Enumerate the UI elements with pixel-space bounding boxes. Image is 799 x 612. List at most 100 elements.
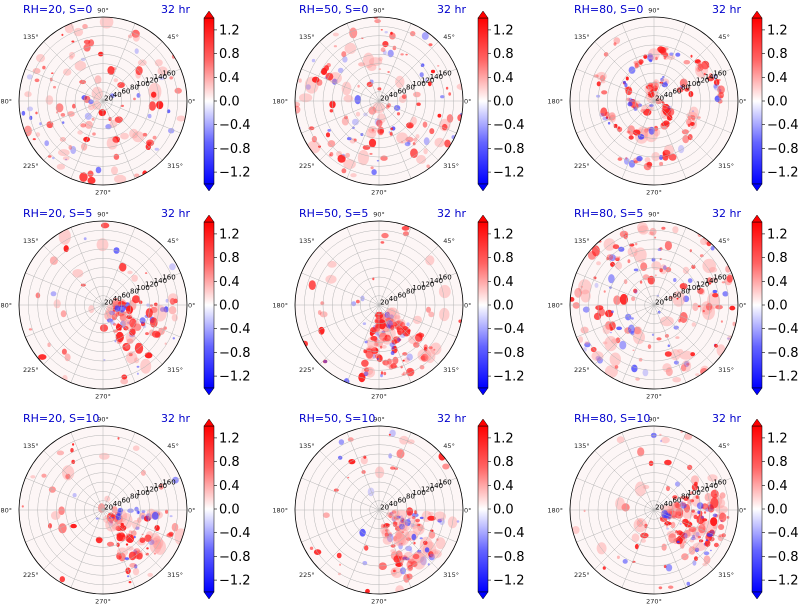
field-cell xyxy=(112,67,117,71)
grid-spoke xyxy=(102,509,181,543)
field-cell xyxy=(390,351,395,355)
grid-spoke xyxy=(102,450,163,511)
angle-tick-label: 45° xyxy=(718,442,730,450)
angle-tick-label: 90° xyxy=(97,211,109,219)
field-cell xyxy=(149,304,153,307)
field-cell xyxy=(672,377,682,383)
field-cell xyxy=(337,572,342,576)
field-cell xyxy=(117,82,125,88)
field-cell xyxy=(152,536,164,550)
grid-spoke xyxy=(378,509,439,570)
colorbar-min-extend xyxy=(751,387,763,396)
field-cell xyxy=(633,101,636,104)
field-cell xyxy=(91,117,95,121)
radial-tick-label: 20 xyxy=(655,94,664,102)
radial-tick-label: 40 xyxy=(664,500,673,508)
field-cell xyxy=(427,81,432,87)
field-cell xyxy=(456,520,460,523)
field-cell xyxy=(646,161,653,168)
colorbar-tick-label: −1.2 xyxy=(493,370,525,385)
field-cell xyxy=(62,121,65,124)
field-cell xyxy=(65,158,68,161)
field-cell xyxy=(663,47,669,51)
field-cell xyxy=(604,336,618,352)
angle-tick-label: 90° xyxy=(648,416,660,424)
angle-tick-label: 135° xyxy=(23,237,39,245)
field-cell xyxy=(372,102,386,114)
field-cell xyxy=(413,91,421,98)
grid-spoke xyxy=(378,68,457,102)
radial-tick-label: 60 xyxy=(121,291,130,299)
field-cell xyxy=(60,113,66,117)
field-cell xyxy=(633,518,647,533)
field-cell xyxy=(604,111,610,117)
field-cell xyxy=(400,542,403,545)
grid-spoke xyxy=(653,68,732,102)
colorbar-tick-label: −0.8 xyxy=(767,550,799,565)
field-cell xyxy=(438,452,446,461)
field-cell xyxy=(615,337,621,344)
field-cell xyxy=(678,145,685,154)
field-cell xyxy=(688,526,697,533)
colorbar-body xyxy=(203,425,215,593)
angle-tick-label: 270° xyxy=(646,598,662,606)
field-cell xyxy=(132,445,140,452)
field-cell xyxy=(424,78,428,82)
field-cell xyxy=(648,82,653,88)
field-cell xyxy=(697,305,702,308)
field-cell xyxy=(124,302,128,305)
field-cell xyxy=(632,129,641,136)
field-cell xyxy=(426,306,431,313)
radial-tick-label: 160 xyxy=(162,69,175,77)
field-cell xyxy=(111,506,118,514)
field-cell xyxy=(149,532,161,545)
panel-boundary xyxy=(18,425,188,595)
field-cell xyxy=(423,137,430,146)
field-cell xyxy=(618,256,621,259)
field-cell xyxy=(157,66,168,76)
colorbar-tick-label: 0.8 xyxy=(493,47,514,62)
colorbar: 1.2 0.8 0.4 0.0 −0.4 −0.8 −1.2 xyxy=(751,418,799,600)
grid-spoke xyxy=(576,477,655,511)
field-cell xyxy=(374,325,381,332)
grid-spoke xyxy=(319,245,380,306)
field-cell xyxy=(718,524,725,530)
radial-tick-label: 40 xyxy=(113,500,122,508)
field-cell xyxy=(712,289,718,294)
field-cell xyxy=(710,497,719,509)
grid-spoke xyxy=(301,304,380,338)
field-cell xyxy=(695,531,700,538)
field-cell xyxy=(58,506,65,515)
field-cell xyxy=(120,378,129,385)
field-cell xyxy=(651,333,655,336)
angle-tick-label: 270° xyxy=(371,189,387,197)
field-cell xyxy=(596,261,601,266)
angle-tick-label: 225° xyxy=(23,366,39,374)
field-cell xyxy=(168,306,177,315)
field-cell xyxy=(419,72,424,78)
colorbar-tick-label: −1.2 xyxy=(219,166,251,181)
grid-spoke xyxy=(576,304,655,338)
radial-tick-label: 80 xyxy=(130,288,139,296)
field-cell xyxy=(51,72,54,74)
field-cell xyxy=(367,487,375,497)
field-cell xyxy=(420,353,429,362)
grid-spoke xyxy=(102,41,163,102)
field-cell xyxy=(387,49,394,58)
field-cell xyxy=(708,267,718,273)
grid-spoke xyxy=(102,100,163,161)
panel-time-label: 32 hr xyxy=(712,3,741,16)
field-cell xyxy=(608,112,616,121)
field-cell xyxy=(333,488,339,492)
field-cell xyxy=(647,344,652,349)
field-cell xyxy=(35,292,41,299)
field-cell xyxy=(615,257,620,262)
field-cell xyxy=(70,146,77,154)
grid-spoke xyxy=(25,272,104,306)
field-cell xyxy=(713,542,719,548)
field-cell xyxy=(372,353,376,359)
field-cell xyxy=(145,308,153,318)
colorbar: 1.2 0.8 0.4 0.0 −0.4 −0.8 −1.2 xyxy=(751,214,799,396)
field-cell xyxy=(619,340,627,350)
field-cell xyxy=(640,262,648,271)
